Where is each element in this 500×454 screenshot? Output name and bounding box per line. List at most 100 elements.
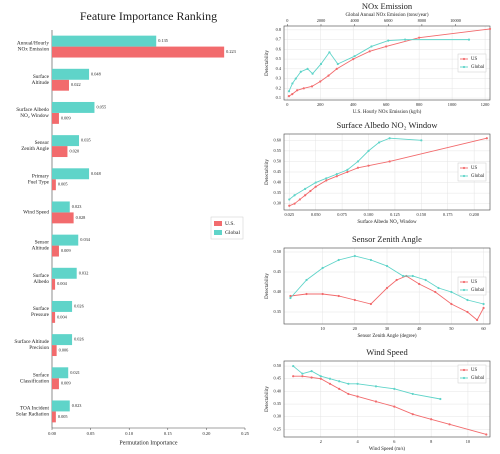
point — [353, 55, 356, 58]
bar — [52, 35, 157, 47]
chart-title: NOx Emission — [362, 1, 413, 11]
point — [310, 376, 313, 379]
chart-title: Sensor Zenith Angle — [352, 234, 422, 244]
point — [450, 290, 453, 294]
y-tick-label: 0.45 — [273, 269, 281, 274]
point — [482, 302, 485, 306]
x-tick-label: 1200 — [481, 102, 490, 107]
y-tick-label: 0.3 — [276, 76, 281, 81]
x-tick-label: 30 — [385, 326, 389, 331]
point — [304, 194, 307, 197]
point — [385, 45, 388, 48]
bar — [52, 400, 70, 412]
value-label: 0.021 — [70, 370, 80, 375]
point — [292, 364, 295, 368]
bar — [52, 79, 69, 91]
point — [424, 278, 427, 282]
x-tick-label: 0.00 — [48, 431, 57, 436]
point — [302, 87, 305, 90]
point — [370, 45, 373, 48]
point — [335, 67, 338, 70]
y-tick-label: 0.6 — [276, 46, 282, 51]
point — [368, 50, 371, 53]
point — [466, 298, 469, 302]
point — [418, 36, 421, 39]
x-tick-label: 400 — [350, 102, 356, 107]
point — [388, 160, 391, 163]
y-tick-label: 0.55 — [273, 148, 281, 153]
y-tick-label: 0.2 — [276, 85, 281, 90]
point — [374, 400, 378, 403]
point — [292, 375, 295, 378]
point — [287, 90, 291, 93]
legend-label: U.S. — [225, 221, 235, 227]
point — [335, 173, 338, 176]
point — [305, 292, 308, 296]
bar — [52, 112, 59, 124]
point — [301, 372, 304, 375]
point — [387, 39, 390, 42]
x2-tick-label: 2000 — [317, 18, 326, 23]
x-tick-label: 600 — [383, 102, 389, 107]
point — [385, 264, 389, 268]
point — [319, 62, 323, 66]
x2-tick-label: 8000 — [418, 18, 427, 23]
legend-box — [457, 162, 487, 182]
point — [403, 38, 407, 41]
point — [328, 382, 332, 385]
point — [346, 168, 349, 171]
value-label: 0.055 — [96, 104, 106, 109]
value-label: 0.048 — [91, 71, 101, 76]
point — [448, 423, 451, 426]
point — [367, 164, 370, 167]
point — [314, 185, 317, 188]
y-tick-label: 0.40 — [273, 289, 281, 294]
x-tick-label: 0.05 — [87, 431, 96, 436]
chart-title: Feature Importance Ranking — [80, 9, 217, 23]
point — [356, 395, 359, 398]
x-tick-label: 0 — [286, 102, 288, 107]
point — [434, 290, 437, 294]
y-tick-label: 0.50 — [273, 158, 281, 163]
bar — [52, 101, 95, 113]
x-tick-label: 4 — [356, 439, 359, 444]
bar — [52, 201, 70, 213]
value-label: 0.009 — [61, 381, 71, 386]
y-tick-label: 0.50 — [273, 249, 281, 254]
y-tick-label: 0.7 — [276, 37, 282, 42]
legend-label: Global — [471, 376, 485, 381]
point — [352, 58, 355, 61]
value-label: 0.009 — [61, 115, 71, 120]
bar — [52, 68, 90, 80]
y-tick-label: 0.45 — [273, 169, 281, 174]
series-line — [289, 137, 422, 200]
point — [319, 375, 322, 378]
point — [476, 318, 479, 322]
y-tick-label: 0.35 — [273, 401, 281, 406]
value-label: 0.223 — [226, 49, 236, 54]
legend-marker — [462, 166, 466, 170]
point — [296, 89, 299, 92]
legend-label: US — [471, 166, 477, 171]
legend-label: US — [471, 57, 477, 62]
legend-marker — [462, 376, 466, 380]
x-tick-label: 10 — [466, 439, 470, 444]
x-tick-label: 0.075 — [337, 212, 347, 217]
point — [289, 294, 292, 298]
point — [319, 377, 322, 380]
point — [321, 292, 324, 296]
bar — [52, 311, 56, 323]
value-label: 0.004 — [57, 281, 68, 286]
y-axis-label: Detectability — [265, 386, 270, 412]
point — [367, 149, 370, 152]
point — [291, 82, 294, 85]
point — [395, 278, 398, 282]
point — [418, 282, 421, 286]
point — [377, 141, 381, 144]
x-tick-label: 0.100 — [364, 212, 374, 217]
value-label: 0.026 — [74, 337, 85, 342]
legend-label: Global — [471, 65, 485, 70]
point — [289, 296, 292, 300]
x-tick-label: 0.25 — [241, 431, 250, 436]
x-tick-label: 8 — [430, 439, 432, 444]
